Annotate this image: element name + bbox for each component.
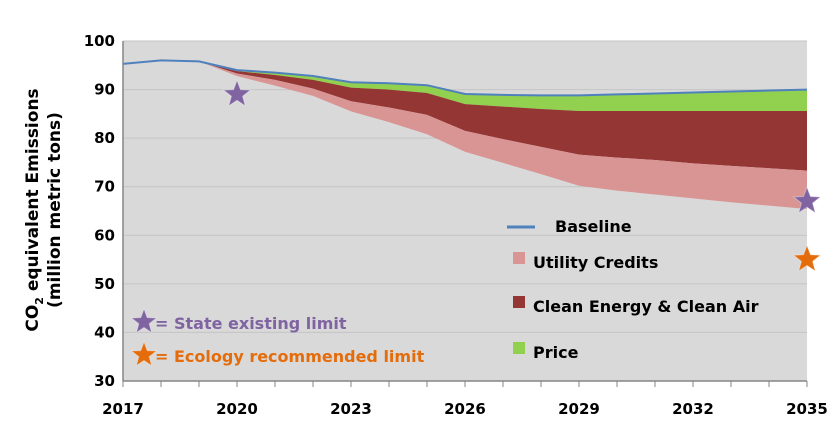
- x-tick-label: 2020: [216, 400, 258, 418]
- star-icon: [130, 307, 158, 334]
- legend: Baseline Utility Credits Clean Energy & Cl…: [507, 217, 759, 362]
- x-tick-labels: 2017 2020 2023 2026 2029 2032 2035: [102, 400, 828, 418]
- x-tick-label: 2026: [444, 400, 486, 418]
- x-tick-label: 2035: [786, 400, 828, 418]
- x-tick-label: 2023: [330, 400, 372, 418]
- y-tick-label: 100: [84, 32, 115, 50]
- legend-swatch: [513, 342, 525, 354]
- x-tick-label: 2029: [558, 400, 600, 418]
- legend-label: Clean Energy & Clean Air: [533, 297, 759, 316]
- y-tick-labels: 30 40 50 60 70 80 90 100: [84, 32, 115, 390]
- star-icon: [130, 340, 158, 367]
- area-utility-credits: [123, 60, 807, 210]
- y-axis-label-line2: (million metric tons): [45, 112, 65, 308]
- y-tick-label: 60: [94, 226, 115, 244]
- y-tick-label: 80: [94, 129, 115, 147]
- x-tick-label: 2017: [102, 400, 144, 418]
- y-axis-label: CO2 equivalent Emissions: [23, 88, 46, 331]
- star-icon: [792, 185, 822, 214]
- star-icon: [222, 78, 252, 107]
- legend-swatch: [513, 296, 525, 308]
- y-tick-label: 40: [94, 323, 115, 341]
- limit-markers: [222, 78, 822, 273]
- baseline-line: [122, 59, 808, 97]
- marker-legend: = State existing limit = Ecology recommen…: [130, 307, 425, 367]
- legend-swatch: [513, 252, 525, 264]
- marker-legend-label: = State existing limit: [155, 314, 347, 333]
- legend-label: Utility Credits: [533, 253, 658, 272]
- star-icon: [792, 244, 822, 273]
- y-tick-label: 70: [94, 178, 115, 196]
- gridlines: [123, 40, 807, 333]
- area-price: [123, 60, 807, 111]
- marker-legend-label: = Ecology recommended limit: [155, 347, 425, 366]
- axes: [122, 41, 808, 387]
- stacked-areas: [122, 59, 808, 210]
- y-tick-label: 90: [94, 81, 115, 99]
- x-tick-label: 2032: [672, 400, 714, 418]
- legend-baseline-label: Baseline: [555, 217, 632, 236]
- y-tick-label: 30: [94, 372, 115, 390]
- legend-label: Price: [533, 343, 579, 362]
- area-clean-energy-clean-air: [123, 60, 807, 171]
- y-tick-label: 50: [94, 275, 115, 293]
